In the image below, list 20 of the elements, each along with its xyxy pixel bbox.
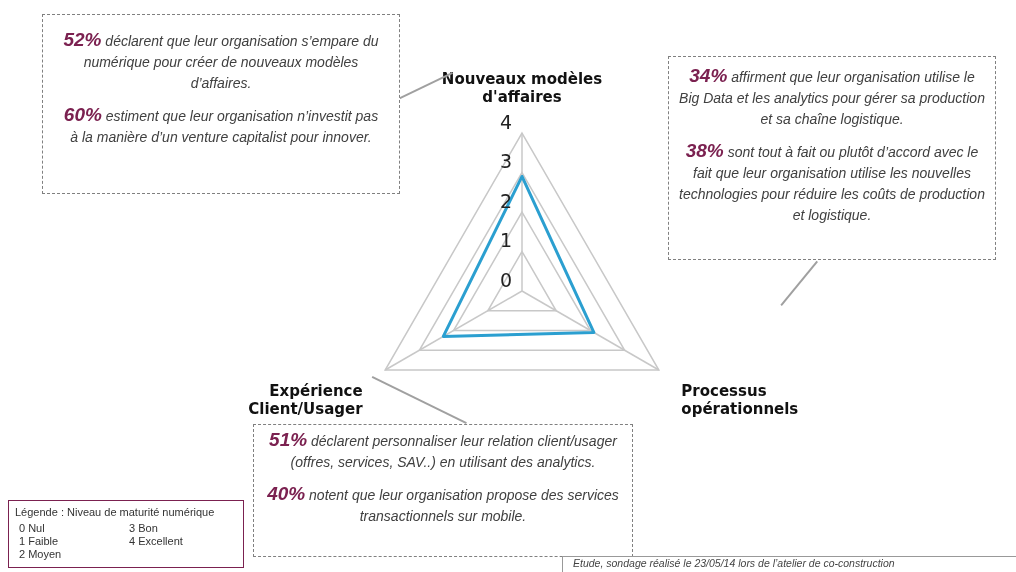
text: 38% sont tout à fait ou plutôt d’accord avec le fait que leur organisation utilise les nouvelles technologies pour réduire les coûts de production et logistique. xyxy=(679,140,985,223)
text: 51% déclarent personnaliser leur relation client/usager (offres, services, SAV..) en utilisant des analytics. xyxy=(269,429,617,470)
text: 0 Nul xyxy=(19,522,46,535)
y-tick-label: 3 xyxy=(499,150,512,173)
spoke-label: Expérience Client/Usager xyxy=(248,381,364,418)
text: 34% affirment que leur organisation utilise le Big Data et les analytics pour gérer sa production et sa chaîne logistique. xyxy=(679,65,985,127)
text: 3 Bon xyxy=(129,522,159,535)
spoke-label: Nouveaux modèles d'affaires xyxy=(441,69,603,106)
text: 52% déclarent que leur organisation s’empare du numérique pour créer de nouveaux modèles d’affaires. xyxy=(63,29,379,91)
text: 60% estiment que leur organisation n’investit pas à la manière d’un venture capitalist pour innover. xyxy=(63,104,379,145)
spoke-label: Processus opérationnels xyxy=(681,381,799,418)
y-tick-label: 4 xyxy=(499,110,512,133)
text: Légende : Niveau de maturité numérique xyxy=(15,506,216,519)
text: 4 Excellent xyxy=(129,535,184,548)
text: 1 Faible xyxy=(19,535,60,548)
y-tick-label: 0 xyxy=(499,268,512,291)
text: 2 Moyen xyxy=(19,548,63,561)
y-tick-label: 1 xyxy=(499,229,512,252)
text: 40% notent que leur organisation propose des services transactionnels sur mobile. xyxy=(267,483,619,524)
text: Etude, sondage réalisé le 23/05/14 lors de l’atelier de co-construction xyxy=(562,556,1016,572)
